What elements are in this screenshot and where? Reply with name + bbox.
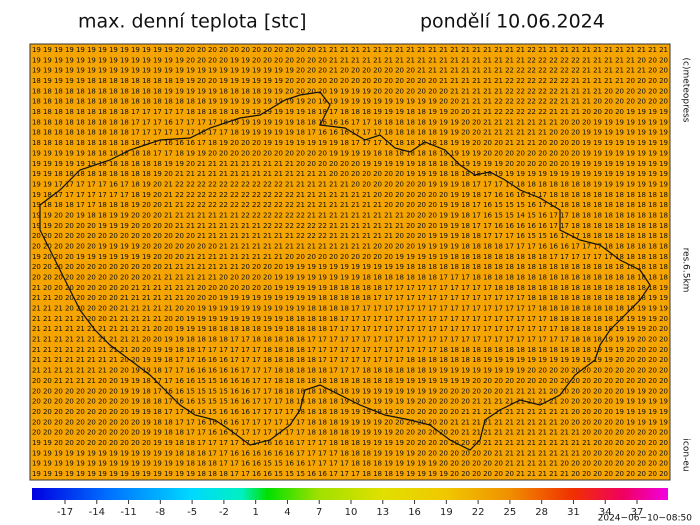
grid-row: 20 20 20 20 20 20 20 20 20 20 19 18 18 1… [32, 418, 668, 426]
grid-row: 20 20 20 20 20 20 20 20 19 19 18 17 16 1… [32, 387, 668, 395]
colorbar-tick-label: 10 [345, 507, 358, 518]
grid-row: 19 19 19 19 19 19 18 18 18 18 18 18 19 1… [32, 160, 668, 168]
grid-row: 18 18 18 18 18 18 18 18 18 17 17 17 16 1… [32, 118, 668, 126]
grid-row: 19 19 20 20 20 20 20 20 20 20 20 19 19 1… [32, 439, 668, 447]
colorbar-tick-label: -11 [120, 507, 136, 518]
grid-row: 18 18 18 18 18 18 18 18 18 18 18 18 18 1… [32, 98, 668, 106]
model-label: icon-eu [681, 438, 691, 471]
grid-row: 19 19 19 19 19 18 18 18 18 18 18 17 17 1… [32, 149, 668, 157]
grid-row: 19 18 18 18 17 17 18 18 18 19 20 20 21 2… [32, 201, 668, 209]
grid-row: 18 18 18 18 18 18 18 18 18 18 17 17 16 1… [32, 139, 668, 147]
grid-row: 19 19 20 20 19 18 18 19 19 20 20 20 21 2… [32, 211, 668, 219]
grid-row: 19 19 19 19 19 19 19 19 19 19 19 19 19 1… [32, 449, 668, 457]
grid-row: 21 21 21 21 21 21 21 20 20 19 19 18 17 1… [32, 367, 668, 375]
copyright-label: (c)meteopress [681, 58, 691, 123]
colorbar-tick-label: 37 [631, 507, 644, 518]
grid-row: 21 21 21 21 21 21 21 21 21 20 20 19 19 1… [32, 346, 668, 354]
grid-row: 20 20 20 20 20 20 20 20 20 20 19 19 18 1… [32, 429, 668, 437]
map-area [29, 43, 671, 481]
colorbar-tick-label: 22 [472, 507, 485, 518]
colorbar-tick-label: 7 [316, 507, 322, 518]
colorbar-ticks: -17 -14 -11 -8 -5 -2 1 4 7 10 13 16 19 22 25 28 31 34 37 [57, 500, 644, 518]
colorbar-tick-label: 13 [376, 507, 389, 518]
grid-row: 20 20 20 20 20 20 20 20 20 19 18 18 17 1… [32, 398, 668, 406]
colorbar-tick-label: -2 [219, 507, 229, 518]
colorbar [32, 488, 668, 500]
grid-row: 19 19 19 19 19 19 19 19 19 19 19 19 19 2… [32, 46, 668, 54]
grid-row: 19 19 19 19 19 19 19 19 19 19 19 19 19 1… [32, 470, 668, 478]
grid-row: 19 20 20 20 19 19 19 19 19 19 19 20 20 2… [32, 253, 668, 261]
colorbar-tick-label: -14 [89, 507, 105, 518]
grid-row: 19 19 18 18 18 18 18 18 18 18 18 19 20 2… [32, 170, 668, 178]
grid-row: 18 19 19 19 19 18 18 18 18 18 18 18 18 1… [32, 77, 668, 85]
grid-row: 21 21 21 21 21 20 20 21 21 21 21 21 20 2… [32, 315, 668, 323]
grid-row: 21 21 21 20 20 20 20 20 21 21 21 21 21 2… [32, 305, 668, 313]
colorbar-tick-label: 25 [504, 507, 517, 518]
grid-row: 21 21 21 21 21 21 21 21 21 21 21 20 20 1… [32, 325, 668, 333]
grid-row: 19 19 17 17 17 17 17 16 17 18 19 20 21 2… [32, 180, 668, 188]
country-border [39, 91, 651, 451]
grid-row: 20 20 20 20 20 20 20 20 20 20 20 20 20 2… [32, 232, 668, 240]
colorbar-tick-label: 19 [440, 507, 453, 518]
grid-row: 19 18 17 17 17 17 17 17 17 18 19 20 21 2… [32, 191, 668, 199]
grid-row: 20 20 20 20 20 20 20 20 20 20 20 21 21 2… [32, 274, 668, 282]
colorbar-tick-label: -5 [187, 507, 197, 518]
grid-row: 18 18 18 18 18 18 18 18 18 17 17 17 17 1… [32, 129, 668, 137]
value-grid: 19 19 19 19 19 19 19 19 19 19 19 19 19 2… [32, 46, 668, 478]
grid-row: 18 18 18 18 18 18 18 18 18 18 18 18 19 1… [32, 87, 668, 95]
grid-row: 19 19 19 19 19 19 19 19 19 19 19 19 19 1… [32, 56, 668, 64]
grid-row: 21 21 20 20 20 20 20 20 21 21 21 21 21 2… [32, 294, 668, 302]
grid-row: 19 19 20 20 20 20 19 19 19 20 20 20 20 2… [32, 222, 668, 230]
grid-row: 20 20 20 20 20 20 20 20 20 19 19 18 17 1… [32, 408, 668, 416]
colorbar-tick-label: 34 [599, 507, 612, 518]
grid-row: 19 19 19 19 19 19 19 19 19 19 19 19 19 1… [32, 67, 668, 75]
grid-row: 21 21 21 21 21 21 21 21 20 20 19 19 18 1… [32, 356, 668, 364]
colorbar-tick-label: 31 [567, 507, 580, 518]
colorbar-tick-label: 16 [408, 507, 421, 518]
grid-row: 20 20 20 20 20 20 20 20 20 20 20 20 21 2… [32, 263, 668, 271]
grid-row: 21 20 20 20 20 20 20 20 20 21 21 21 21 2… [32, 284, 668, 292]
timestamp: 2024−06−10−08:50 [598, 514, 693, 524]
grid-row: 18 18 18 18 18 18 18 18 18 17 17 17 17 1… [32, 108, 668, 116]
colorbar-tick-label: 4 [284, 507, 290, 518]
colorbar-tick-label: 28 [535, 507, 548, 518]
colorbar-tick-label: -8 [155, 507, 165, 518]
grid-row: 20 20 21 21 21 21 20 20 19 19 18 17 17 1… [32, 377, 668, 385]
map-date: pondělí 10.06.2024 [420, 11, 605, 33]
map-title: max. denní teplota [stc] [78, 11, 306, 33]
resolution-label: res.6.5km [681, 248, 691, 293]
colorbar-tick-label: -17 [57, 507, 73, 518]
grid-row: 21 21 21 21 21 21 21 21 21 21 20 20 19 1… [32, 336, 668, 344]
grid-row: 20 20 20 20 20 20 19 19 19 19 20 20 20 2… [32, 242, 668, 250]
grid-row: 19 19 19 19 19 19 19 19 19 19 19 19 19 1… [32, 460, 668, 468]
colorbar-tick-label: 1 [252, 507, 258, 518]
